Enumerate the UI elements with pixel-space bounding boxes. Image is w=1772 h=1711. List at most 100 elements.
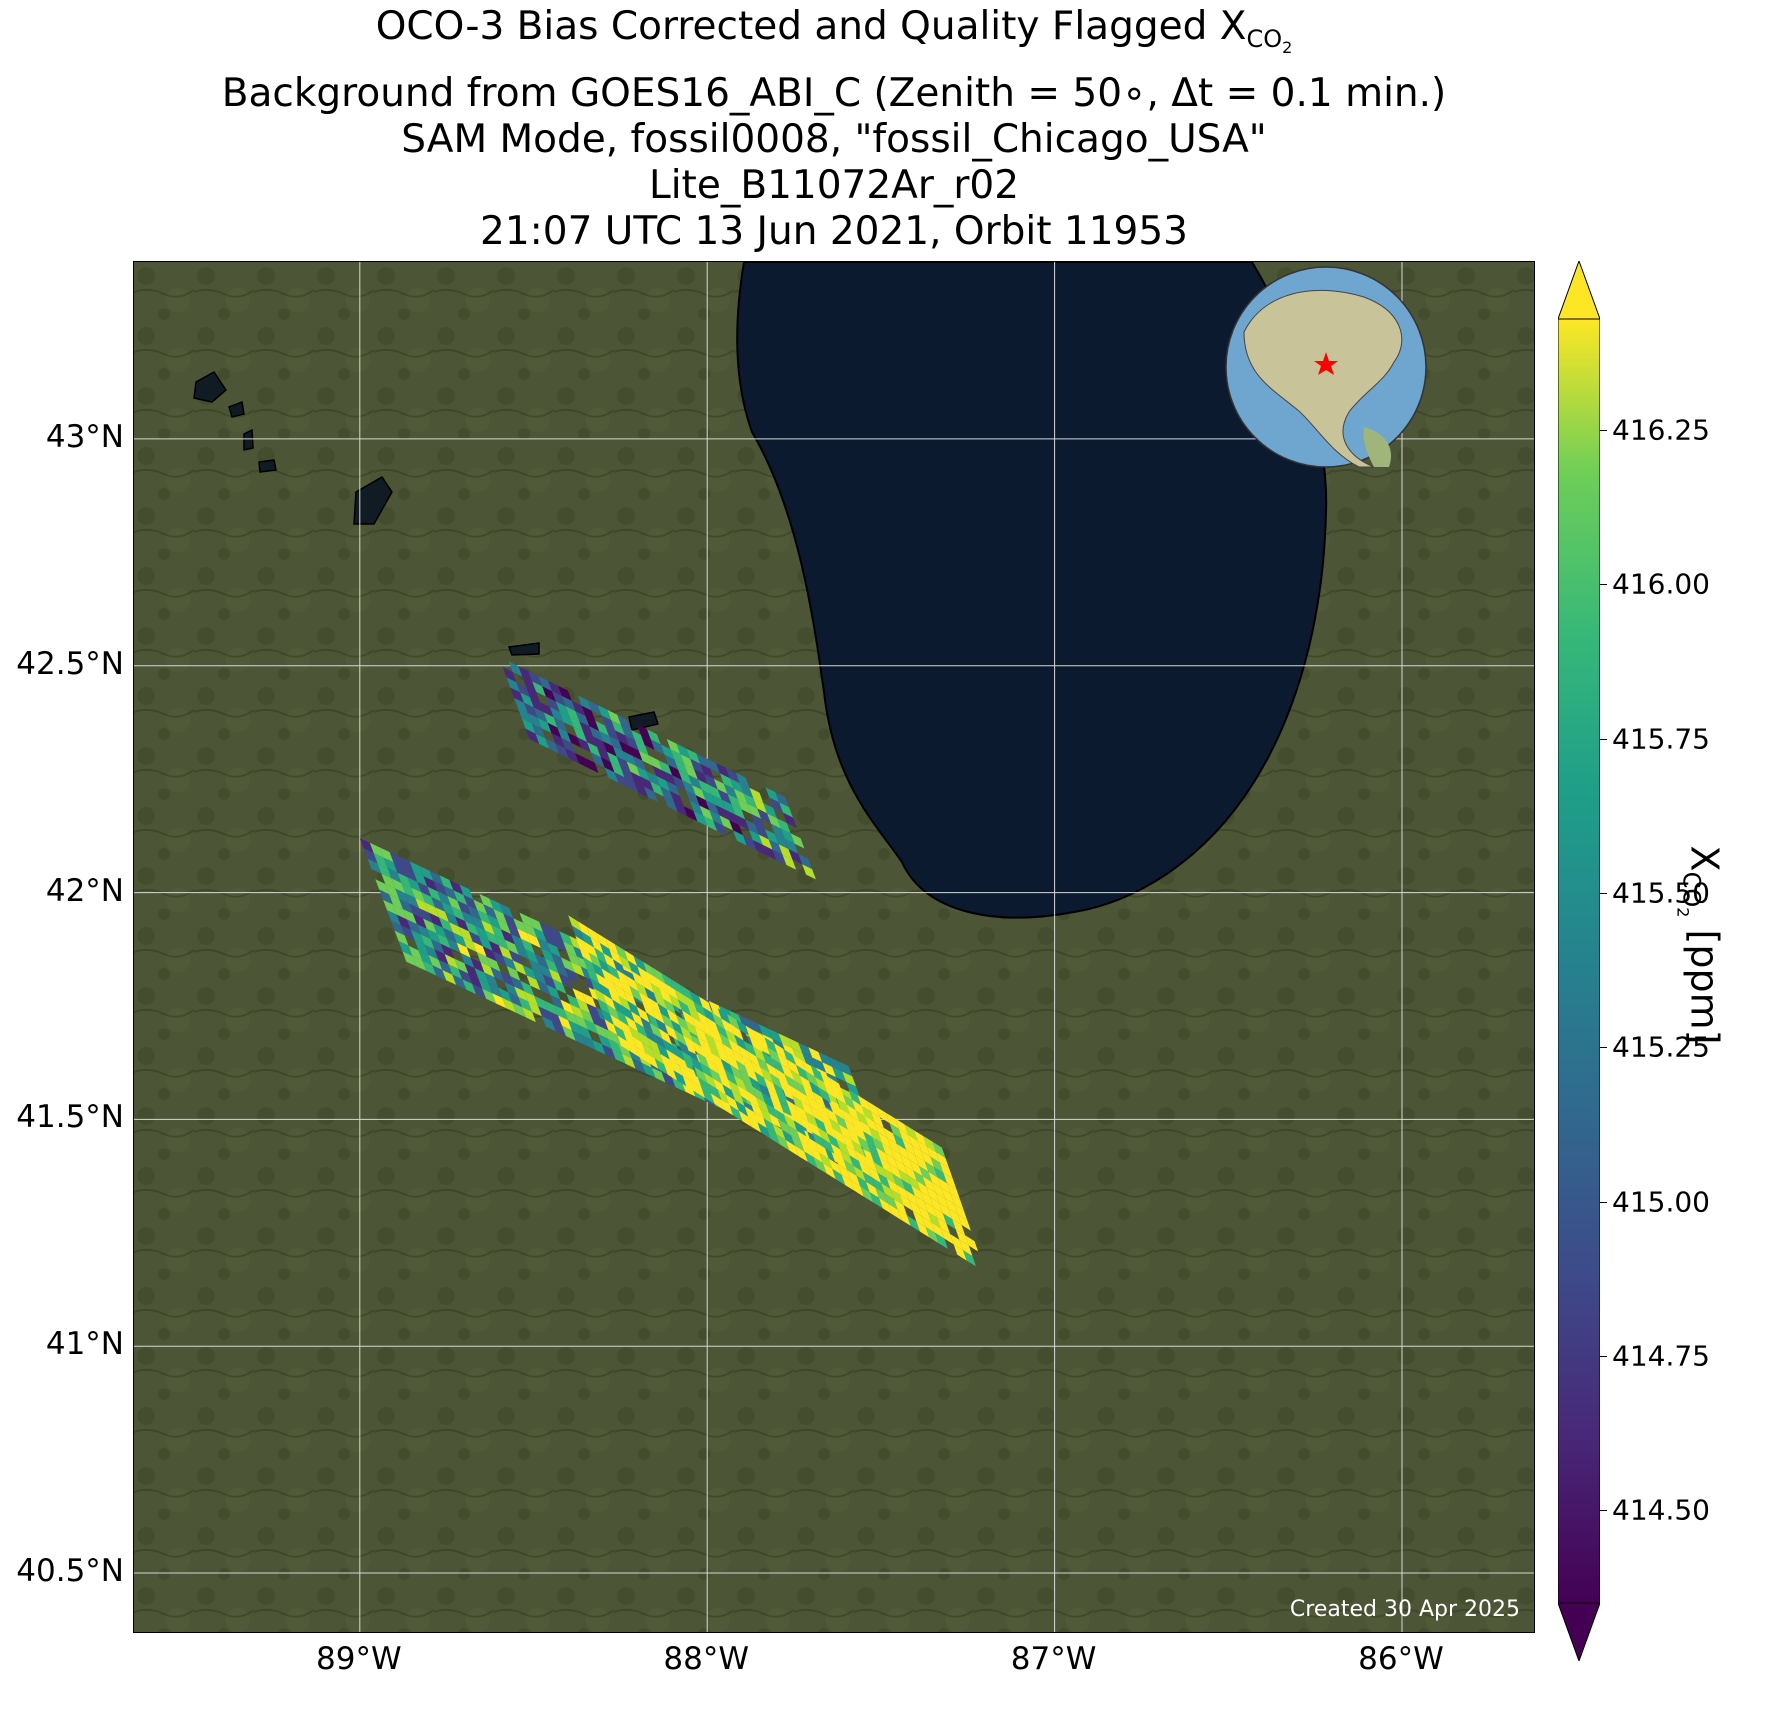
xco2-sounding-cell	[769, 797, 784, 813]
xco2-sounding-cell	[731, 804, 746, 820]
map-panel[interactable]: Created 30 Apr 2025	[133, 261, 1535, 1633]
xco2-sounding-cell	[743, 793, 758, 809]
xco2-sounding-cell	[607, 1038, 622, 1054]
xco2-sounding-cell	[528, 1001, 542, 1017]
xco2-sounding-cell	[726, 1054, 740, 1071]
xco2-sounding-cell	[595, 720, 610, 736]
xco2-sounding-cell	[900, 1154, 914, 1171]
xco2-sounding-cell	[599, 943, 613, 960]
xco2-sounding-cell	[749, 1036, 763, 1053]
xco2-sounding-cell	[879, 1197, 892, 1215]
xco2-sounding-cell	[522, 676, 537, 692]
xco2-sounding-cell	[651, 1067, 666, 1083]
xco2-sounding-cell	[410, 929, 425, 945]
xco2-sounding-cell	[549, 706, 564, 723]
xco2-sounding-cell	[671, 1044, 685, 1061]
xco2-sounding-cell	[585, 716, 600, 732]
xco2-sounding-cell	[660, 786, 674, 802]
xco2-sounding-cell	[550, 952, 565, 968]
xco2-sounding-cell	[491, 924, 505, 940]
xco2-sounding-cell	[598, 1034, 612, 1049]
xco2-sounding-cell	[615, 1010, 629, 1027]
xco2-sounding-cell	[526, 687, 540, 703]
longitude-tick-label: 88°W	[663, 1641, 749, 1677]
xco2-sounding-cell	[528, 671, 543, 687]
xco2-sounding-cell	[682, 780, 696, 796]
xco2-sounding-cell	[643, 961, 656, 978]
xco2-sounding-cell	[873, 1162, 887, 1179]
xco2-sounding-cell	[934, 1167, 947, 1184]
xco2-sounding-cell	[840, 1087, 854, 1103]
xco2-sounding-cell	[715, 1063, 728, 1080]
xco2-sounding-cell	[561, 696, 576, 712]
xco2-sounding-cell	[489, 898, 504, 914]
xco2-sounding-cell	[672, 775, 686, 791]
xco2-sounding-cell	[502, 667, 517, 683]
xco2-sounding-cell	[733, 788, 748, 804]
xco2-sounding-cell	[619, 1020, 633, 1037]
xco2-sounding-cell	[749, 787, 764, 804]
xco2-sounding-cell	[568, 1020, 582, 1035]
xco2-sounding-cell	[678, 769, 692, 785]
xco2-sounding-cell	[369, 842, 384, 858]
xco2-sounding-cell	[950, 1193, 964, 1210]
xco2-sounding-cell	[452, 932, 467, 948]
map-canvas[interactable]	[134, 262, 1534, 1632]
xco2-sounding-cell	[785, 1139, 799, 1157]
xco2-sounding-cell	[676, 743, 691, 759]
xco2-sounding-cell	[804, 1151, 818, 1168]
xco2-sounding-cell	[725, 1094, 739, 1111]
xco2-sounding-cell	[638, 750, 653, 766]
xco2-sounding-cell	[637, 966, 651, 983]
xco2-sounding-cell	[851, 1180, 864, 1197]
xco2-sounding-cell	[518, 996, 533, 1012]
xco2-sounding-cell	[527, 713, 542, 729]
xco2-sounding-cell	[576, 998, 591, 1014]
xco2-sounding-cell	[418, 950, 433, 966]
xco2-sounding-cell	[705, 800, 720, 816]
xco2-sounding-cell	[575, 753, 589, 769]
xco2-sounding-cell	[652, 765, 667, 781]
xco2-sounding-cell	[818, 1087, 832, 1104]
xco2-sounding-cell	[623, 990, 637, 1007]
xco2-sounding-cell	[511, 934, 525, 949]
xco2-sounding-cell	[767, 813, 781, 829]
xco2-sounding-cell	[909, 1160, 923, 1177]
xco2-sounding-cell	[799, 1075, 813, 1092]
xco2-sounding-cell	[848, 1089, 862, 1106]
colorbar-tick-mark	[1600, 1047, 1607, 1049]
xco2-sounding-cell	[752, 840, 767, 856]
xco2-sounding-cell	[888, 1163, 902, 1180]
xco2-sounding-cell	[762, 1052, 776, 1069]
xco2-sounding-cell	[539, 702, 554, 718]
xco2-sounding-cell	[897, 1209, 911, 1226]
xco2-sounding-cell	[646, 972, 660, 989]
xco2-sounding-cell	[907, 1215, 920, 1232]
xco2-sounding-cell	[828, 1158, 842, 1175]
xco2-sounding-cell	[738, 1014, 753, 1030]
xco2-sounding-cell	[661, 1072, 676, 1088]
xco2-sounding-cell	[730, 1024, 744, 1041]
xco2-sounding-cell	[814, 1117, 828, 1134]
xco2-sounding-cell	[734, 1034, 748, 1051]
xco2-sounding-cell	[513, 918, 528, 934]
xco2-sounding-cell	[792, 1048, 807, 1064]
xco2-sounding-cell	[762, 844, 777, 861]
xco2-sounding-cell	[792, 1054, 806, 1071]
xco2-sounding-cell	[745, 1065, 759, 1083]
xco2-sounding-cell	[913, 1130, 927, 1147]
xco2-sounding-cell	[763, 1077, 777, 1094]
xco2-sounding-cell	[397, 872, 412, 888]
xco2-sounding-cell	[784, 838, 799, 854]
xco2-sounding-cell	[408, 945, 423, 961]
xco2-sounding-cell	[743, 1040, 757, 1057]
xco2-sounding-cell	[413, 913, 427, 929]
xco2-sounding-cell	[574, 1014, 588, 1030]
xco2-sounding-cell	[860, 1186, 874, 1203]
xco2-sounding-cell	[530, 697, 544, 713]
xco2-sounding-cell	[567, 732, 582, 748]
xco2-sounding-cell	[464, 963, 479, 979]
xco2-sounding-cell	[415, 897, 429, 913]
xco2-sounding-cell	[737, 1045, 751, 1062]
colorbar-extend-min	[1558, 1602, 1600, 1661]
